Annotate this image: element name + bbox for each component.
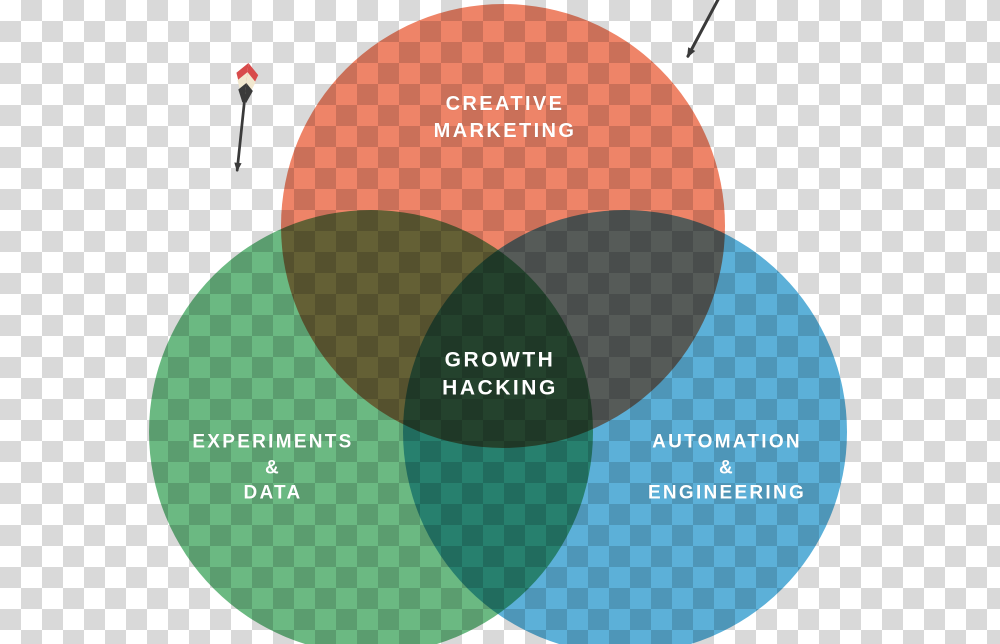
venn-label-creative-marketing: CREATIVE MARKETING — [434, 91, 577, 145]
diagram-stage: CREATIVE MARKETING EXPERIMENTS & DATA AU… — [0, 0, 1000, 644]
venn-circle-automation-engineering — [403, 210, 847, 644]
venn-label-automation-engineering: AUTOMATION & ENGINEERING — [648, 430, 806, 507]
venn-label-experiments-data: EXPERIMENTS & DATA — [192, 430, 353, 507]
venn-label-center: GROWTH HACKING — [442, 347, 558, 404]
